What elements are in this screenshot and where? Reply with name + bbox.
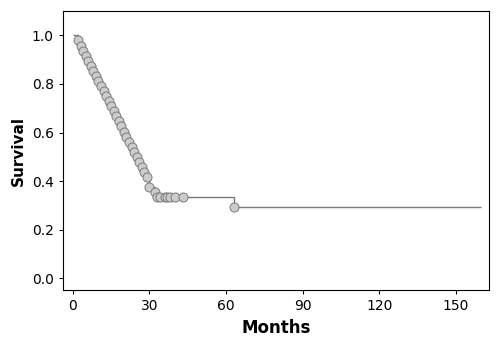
X-axis label: Months: Months bbox=[241, 319, 310, 337]
Y-axis label: Survival: Survival bbox=[11, 116, 26, 186]
